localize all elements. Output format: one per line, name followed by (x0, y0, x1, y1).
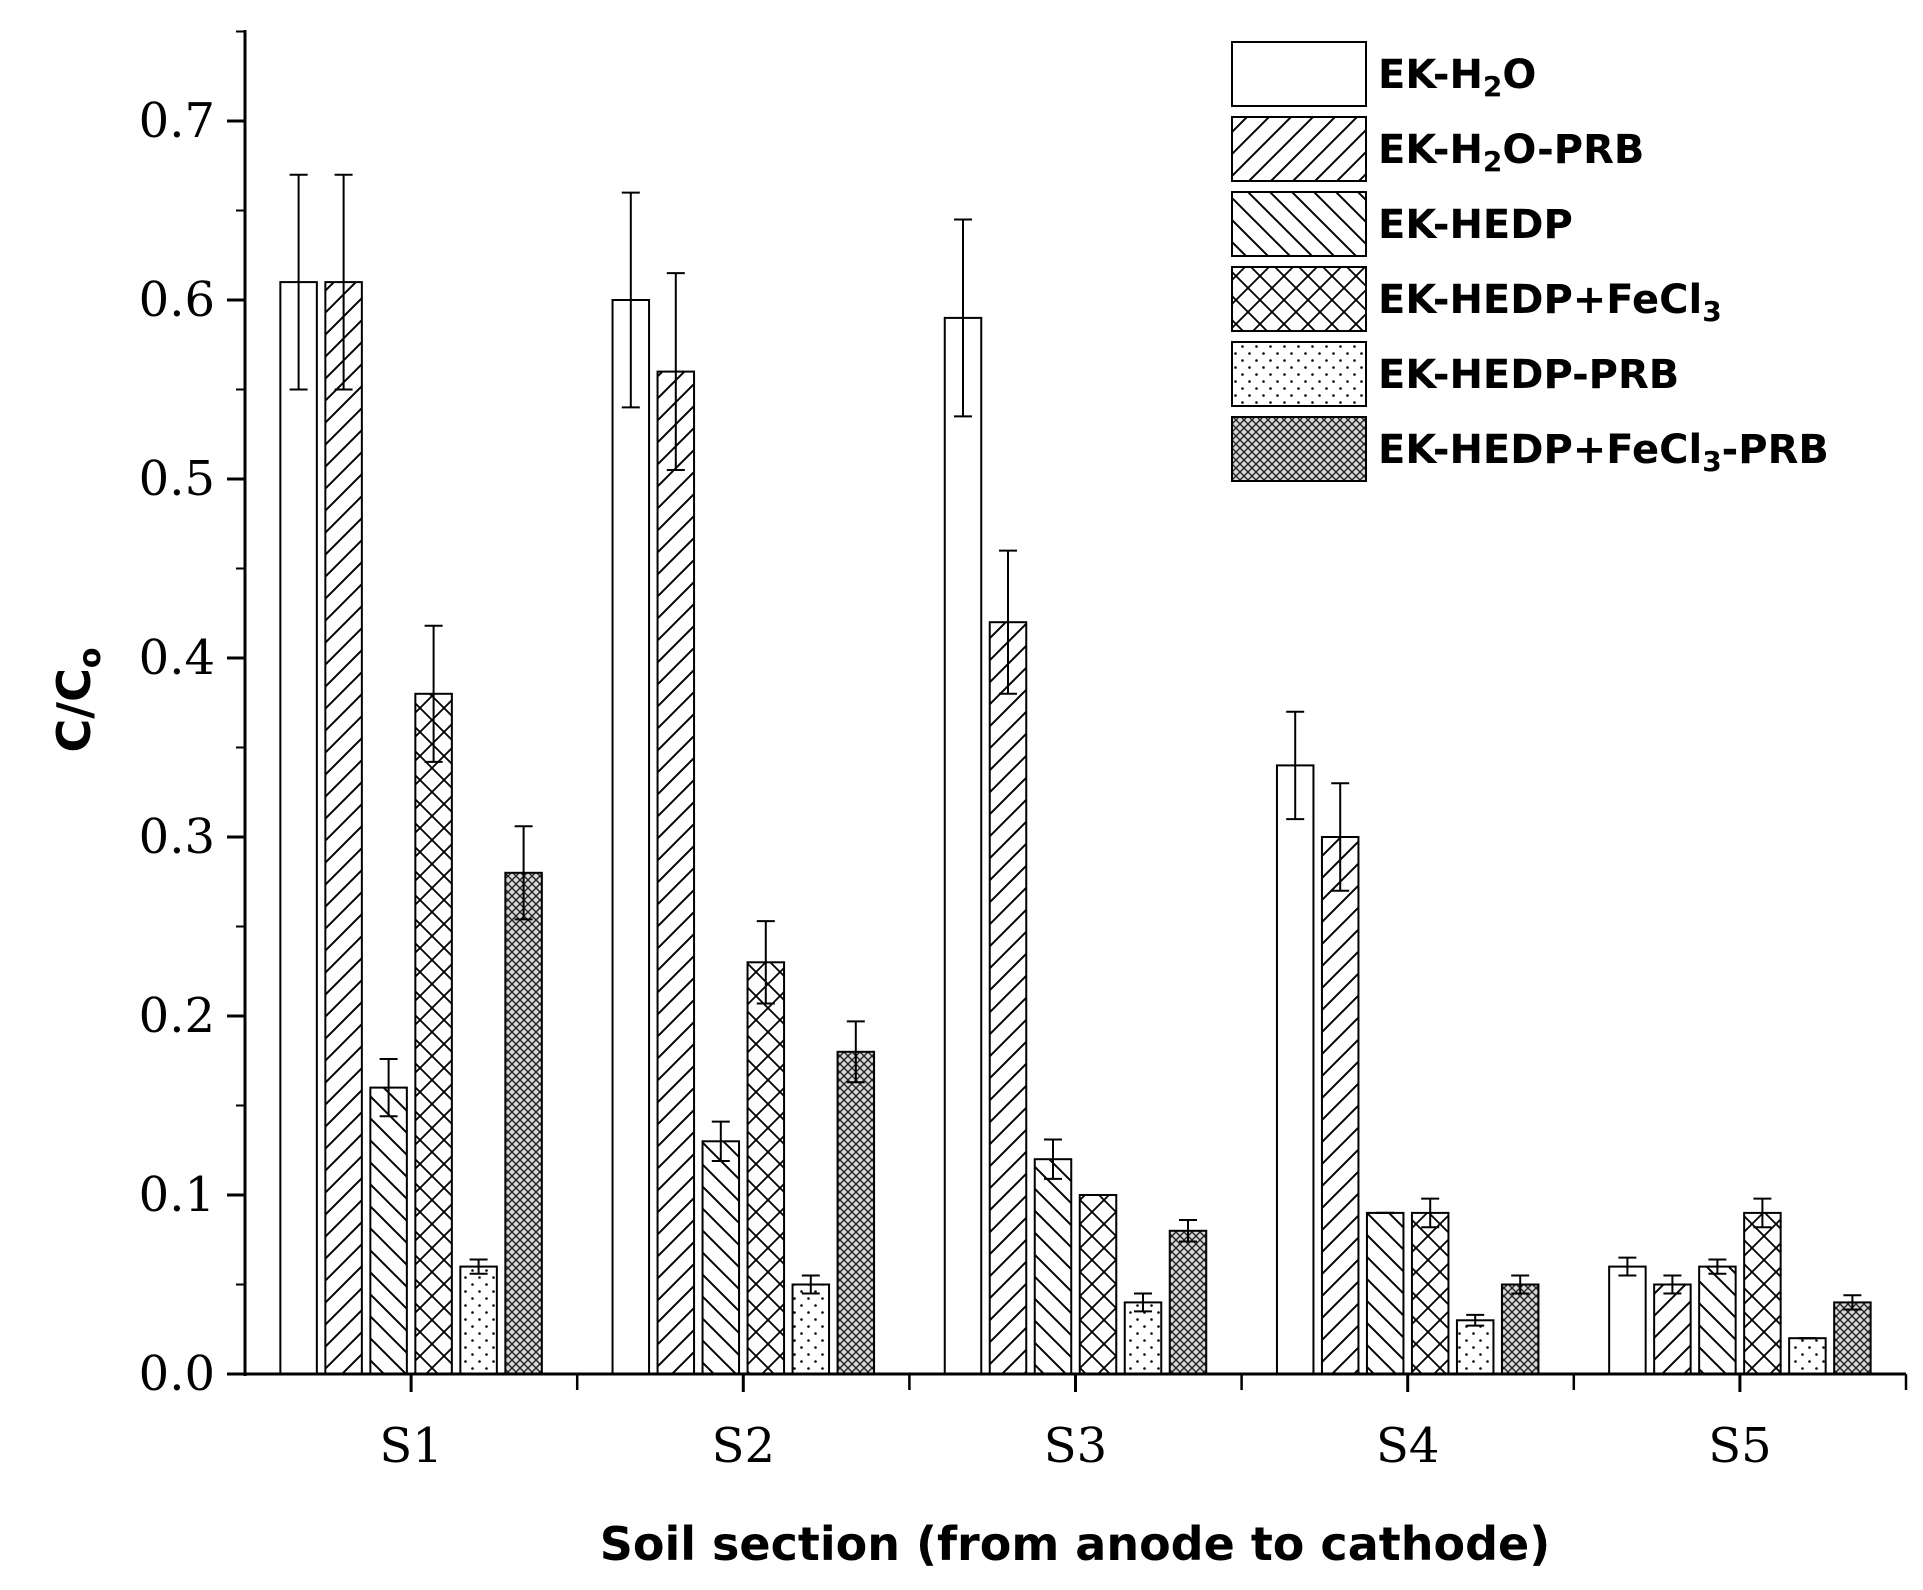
error-bar (1134, 1292, 1152, 1313)
legend-label: EK-H2O (1378, 52, 1536, 103)
bar (836, 1050, 876, 1376)
y-tick-label: 0.2 (139, 988, 215, 1044)
legend-swatch (1231, 266, 1367, 332)
y-tick-label: 0.5 (139, 451, 215, 507)
bar (1500, 1283, 1540, 1375)
bar (1168, 1229, 1208, 1376)
x-tick-label: S3 (1044, 1418, 1107, 1474)
error-bar (1511, 1274, 1530, 1295)
legend-label: EK-HEDP (1378, 202, 1573, 248)
legend-swatch (1231, 416, 1367, 482)
bar (1275, 764, 1315, 1375)
error-bar (621, 191, 640, 409)
bar (656, 370, 696, 1376)
legend-swatch (1231, 41, 1367, 107)
error-bar (1044, 1138, 1062, 1180)
error-bar (1753, 1197, 1772, 1229)
axes (243, 30, 1906, 1376)
x-axis-title: Soil section (from anode to cathode) (600, 1517, 1550, 1571)
y-tick-label: 0.4 (139, 630, 215, 686)
legend-label: EK-HEDP+FeCl3 (1378, 277, 1722, 328)
bar (414, 692, 453, 1375)
error-bar (1618, 1256, 1637, 1277)
bar (1365, 1211, 1405, 1376)
bar (1033, 1158, 1073, 1375)
bar (1123, 1301, 1163, 1376)
bar (504, 871, 543, 1375)
bar (1653, 1283, 1692, 1375)
legend-item: EK-HEDP-PRB (1231, 341, 1679, 407)
bar (611, 299, 651, 1375)
bar (459, 1265, 498, 1375)
error-bar (289, 173, 308, 391)
y-tick-label: 0.3 (139, 809, 215, 865)
error-bar (801, 1274, 820, 1295)
y-axis-title: C/Co (47, 648, 108, 753)
legend-item: EK-HEDP (1231, 191, 1573, 257)
bar (369, 1086, 408, 1375)
legend: EK-H2O EK-H2O-PRB EK-HEDP EK-HEDP+FeCl3 EK-H… (1231, 41, 1829, 482)
error-bar (666, 272, 685, 472)
bar (1078, 1194, 1118, 1375)
error-bar (999, 549, 1017, 695)
error-bar (1331, 782, 1350, 892)
bar (1455, 1319, 1495, 1376)
error-bar (1179, 1219, 1197, 1243)
y-tick-label: 0.0 (139, 1346, 215, 1402)
y-tick-label: 0.7 (139, 93, 215, 149)
x-ticks: S1 S2 S3 S4 S5 (379, 1374, 1908, 1474)
bar (791, 1283, 831, 1375)
legend-swatch (1231, 191, 1367, 257)
error-bar (514, 825, 533, 921)
error-bar (1663, 1274, 1682, 1295)
y-axis-title-subscript: o (73, 648, 108, 669)
error-bar (954, 218, 972, 418)
bar (1410, 1211, 1450, 1376)
y-axis-title-main: C/C (47, 668, 101, 752)
error-bar (756, 920, 775, 1005)
legend-item: EK-H2O (1231, 41, 1536, 107)
y-tick-label: 0.1 (139, 1167, 215, 1223)
y-tick-label: 0.6 (139, 272, 215, 328)
legend-swatch (1231, 341, 1367, 407)
bar (1608, 1265, 1647, 1375)
legend-swatch (1231, 116, 1367, 182)
legend-label: EK-HEDP-PRB (1378, 352, 1679, 398)
legend-item: EK-HEDP+FeCl3-PRB (1231, 416, 1829, 482)
bars-layer (279, 281, 1872, 1376)
error-bar (469, 1258, 488, 1275)
error-bar (1286, 710, 1305, 821)
bar (746, 961, 786, 1375)
error-bar (334, 173, 353, 391)
legend-item: EK-H2O-PRB (1231, 116, 1644, 182)
error-bar (379, 1057, 398, 1118)
bar (701, 1140, 741, 1376)
bar (1320, 836, 1360, 1375)
error-bar (1843, 1294, 1862, 1311)
legend-item: EK-HEDP+FeCl3 (1231, 266, 1722, 332)
bar (279, 281, 318, 1376)
bar (324, 281, 363, 1376)
bar (1788, 1337, 1827, 1375)
x-tick-label: S1 (379, 1418, 442, 1474)
error-bar (711, 1120, 730, 1162)
bar (1698, 1265, 1737, 1375)
legend-label: EK-HEDP+FeCl3-PRB (1378, 427, 1829, 478)
error-bar (1421, 1197, 1440, 1229)
x-tick-label: S4 (1376, 1418, 1439, 1474)
error-bars-layer (289, 173, 1862, 1340)
x-tick-label: S5 (1708, 1418, 1771, 1474)
bar (988, 621, 1028, 1375)
bar (1833, 1301, 1872, 1376)
error-bar (1708, 1258, 1727, 1275)
error-bar (424, 624, 443, 763)
error-bar (1466, 1313, 1485, 1327)
y-ticks: 0.0 0.1 0.2 0.3 0.4 0.5 0.6 0.7 (139, 30, 245, 1402)
bar (1743, 1211, 1782, 1376)
bar (943, 316, 983, 1375)
error-bar (846, 1020, 865, 1084)
x-tick-label: S2 (712, 1418, 775, 1474)
legend-label: EK-H2O-PRB (1378, 127, 1644, 178)
